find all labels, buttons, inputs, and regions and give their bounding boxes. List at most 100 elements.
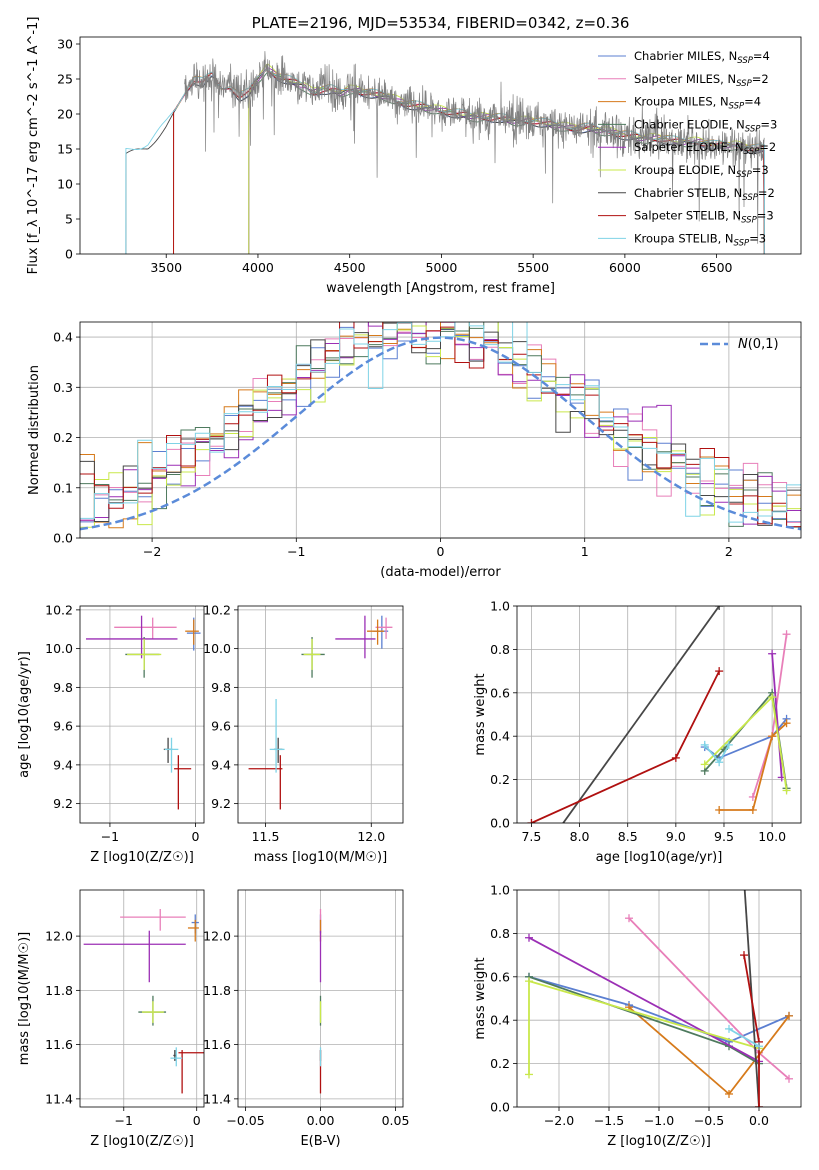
axes-spectrum: 3500 4000 4500 5000 5500 6000 6500 0 5 10 15 20 25 30… — [26, 14, 802, 296]
axes-mass-Z: −1 0 11.4 11.6 11.8 12.0 Z [log10(Z/Z☉)] mass [… — [17, 889, 205, 1149]
legend-label: N(0,1) — [738, 337, 779, 352]
y-axis-label: age [log10(age/yr)] — [17, 651, 32, 778]
y-tick-label: 10.2 — [203, 602, 231, 617]
y-tick-label: 9.2 — [211, 796, 231, 811]
y-tick-label: 9.2 — [53, 796, 73, 811]
axes-frame — [516, 605, 802, 824]
y-axis-label: Flux [f_λ 10^-17 erg cm^-2 s^-1 A^-1] — [26, 17, 41, 275]
weight-line — [528, 975, 790, 1043]
axes-frame — [79, 605, 205, 824]
y-tick-label: 11.6 — [45, 1037, 73, 1052]
x-tick-label: 12.0 — [357, 829, 385, 844]
y-tick-label: 11.4 — [203, 1091, 231, 1106]
x-tick-label: 0.0 — [749, 1113, 769, 1128]
x-tick-label: −0.5 — [694, 1113, 724, 1128]
y-tick-label: 10.2 — [45, 602, 73, 617]
y-tick-label: 9.8 — [53, 680, 73, 695]
plot-area — [527, 606, 791, 823]
weight-line — [743, 890, 760, 1107]
y-tick-label: 0 — [65, 247, 73, 262]
axes-frame — [79, 889, 205, 1108]
weight-line — [728, 1028, 760, 1047]
x-axis-label: wavelength [Angstrom, rest frame] — [326, 281, 555, 296]
x-tick-label: −1 — [287, 544, 305, 559]
y-axis-label: mass [log10(M/M☉)] — [17, 932, 32, 1065]
x-tick-label: 1 — [581, 544, 589, 559]
x-tick-label: 7.5 — [521, 829, 541, 844]
x-tick-label: −1 — [115, 1113, 133, 1128]
plot-area — [85, 615, 201, 810]
x-tick-label: 9.5 — [714, 829, 734, 844]
x-axis-label: (data-model)/error — [380, 565, 501, 580]
legend-label: Salpeter STELIB, NSSP=3 — [634, 209, 774, 226]
x-tick-label: 4500 — [334, 260, 366, 275]
x-tick-label: −2.0 — [544, 1113, 574, 1128]
weight-line — [719, 722, 788, 811]
x-axis-label: Z [log10(Z/Z☉)] — [607, 1134, 711, 1149]
plot-area — [80, 322, 801, 531]
x-tick-label: 4000 — [242, 260, 274, 275]
x-tick-label: −1 — [101, 829, 119, 844]
legend-label: Chabrier ELODIE, NSSP=3 — [634, 117, 777, 134]
y-tick-label: 0.6 — [490, 969, 510, 984]
y-tick-label: 30 — [57, 37, 73, 52]
y-tick-label: 1.0 — [490, 599, 510, 614]
y-tick-label: 0.2 — [490, 772, 510, 787]
axes-frame — [516, 889, 802, 1108]
x-tick-label: 10.0 — [758, 829, 786, 844]
x-tick-label: 0 — [193, 1113, 201, 1128]
residual-histogram — [80, 322, 801, 525]
weight-line — [528, 936, 760, 1063]
y-tick-label: 11.6 — [203, 1037, 231, 1052]
x-tick-label: 2 — [725, 544, 733, 559]
y-tick-label: 0.0 — [490, 1100, 510, 1115]
x-tick-label: 6500 — [701, 260, 733, 275]
axes-weight-age: 7.5 8.0 8.5 9.0 9.5 10.0 0.0 0.2 0.4 0.6 0.8 1.0 age… — [473, 599, 802, 865]
y-tick-label: 9.4 — [53, 757, 73, 772]
x-tick-label: 6000 — [609, 260, 641, 275]
y-tick-label: 10.0 — [203, 641, 231, 656]
axes-age-mass: 11.5 12.0 9.2 9.4 9.6 9.8 10.0 10.2 mass [log10(… — [203, 602, 404, 865]
y-tick-label: 0.4 — [490, 1013, 510, 1028]
axes-frame — [79, 36, 802, 255]
x-axis-label: E(B-V) — [300, 1134, 340, 1149]
residual-histogram — [80, 322, 801, 523]
x-tick-label: 8.5 — [618, 829, 638, 844]
y-tick-label: 15 — [57, 142, 73, 157]
legend-label: Kroupa ELODIE, NSSP=3 — [634, 163, 769, 180]
chart-title: PLATE=2196, MJD=53534, FIBERID=0342, z=0… — [252, 14, 630, 32]
weight-line — [531, 670, 721, 823]
observed-spectrum-line — [184, 51, 765, 244]
y-tick-label: 11.8 — [45, 983, 73, 998]
y-tick-label: 9.4 — [211, 757, 231, 772]
y-tick-label: 25 — [57, 72, 73, 87]
weight-line — [704, 695, 788, 791]
y-tick-label: 0.6 — [490, 685, 510, 700]
weight-line — [771, 653, 783, 778]
x-axis-label: Z [log10(Z/Z☉)] — [90, 850, 194, 865]
axes-mass-EBV: −0.05 0.00 0.05 11.4 11.6 11.8 12.0 E(B-V) — [203, 889, 409, 1149]
axes-frame — [237, 889, 404, 1108]
plot-area — [248, 615, 393, 810]
y-tick-label: 0.0 — [490, 816, 510, 831]
y-tick-label: 10.0 — [45, 641, 73, 656]
legend-label: Salpeter ELODIE, NSSP=2 — [634, 140, 776, 157]
y-tick-label: 0.0 — [53, 531, 73, 546]
y-axis-label: mass weight — [473, 673, 488, 755]
y-tick-label: 0.1 — [53, 480, 73, 495]
y-tick-label: 9.6 — [211, 719, 231, 734]
x-axis-label: Z [log10(Z/Z☉)] — [90, 1134, 194, 1149]
y-tick-label: 1.0 — [490, 883, 510, 898]
y-tick-label: 9.6 — [53, 719, 73, 734]
plot-area — [125, 51, 765, 254]
weight-line — [528, 979, 760, 1075]
axes-age-Z: −1 0 9.2 9.4 9.6 9.8 10.0 10.2 Z [log10(Z/Z☉)] ag… — [17, 602, 205, 865]
y-tick-label: 0.4 — [53, 330, 73, 345]
y-tick-label: 10 — [57, 177, 73, 192]
y-tick-label: 0.2 — [490, 1056, 510, 1071]
x-tick-label: 0 — [437, 544, 445, 559]
y-tick-label: 0.4 — [490, 729, 510, 744]
x-axis-label: age [log10(age/yr)] — [596, 850, 723, 865]
y-tick-label: 0.8 — [490, 926, 510, 941]
y-tick-label: 11.8 — [203, 983, 231, 998]
